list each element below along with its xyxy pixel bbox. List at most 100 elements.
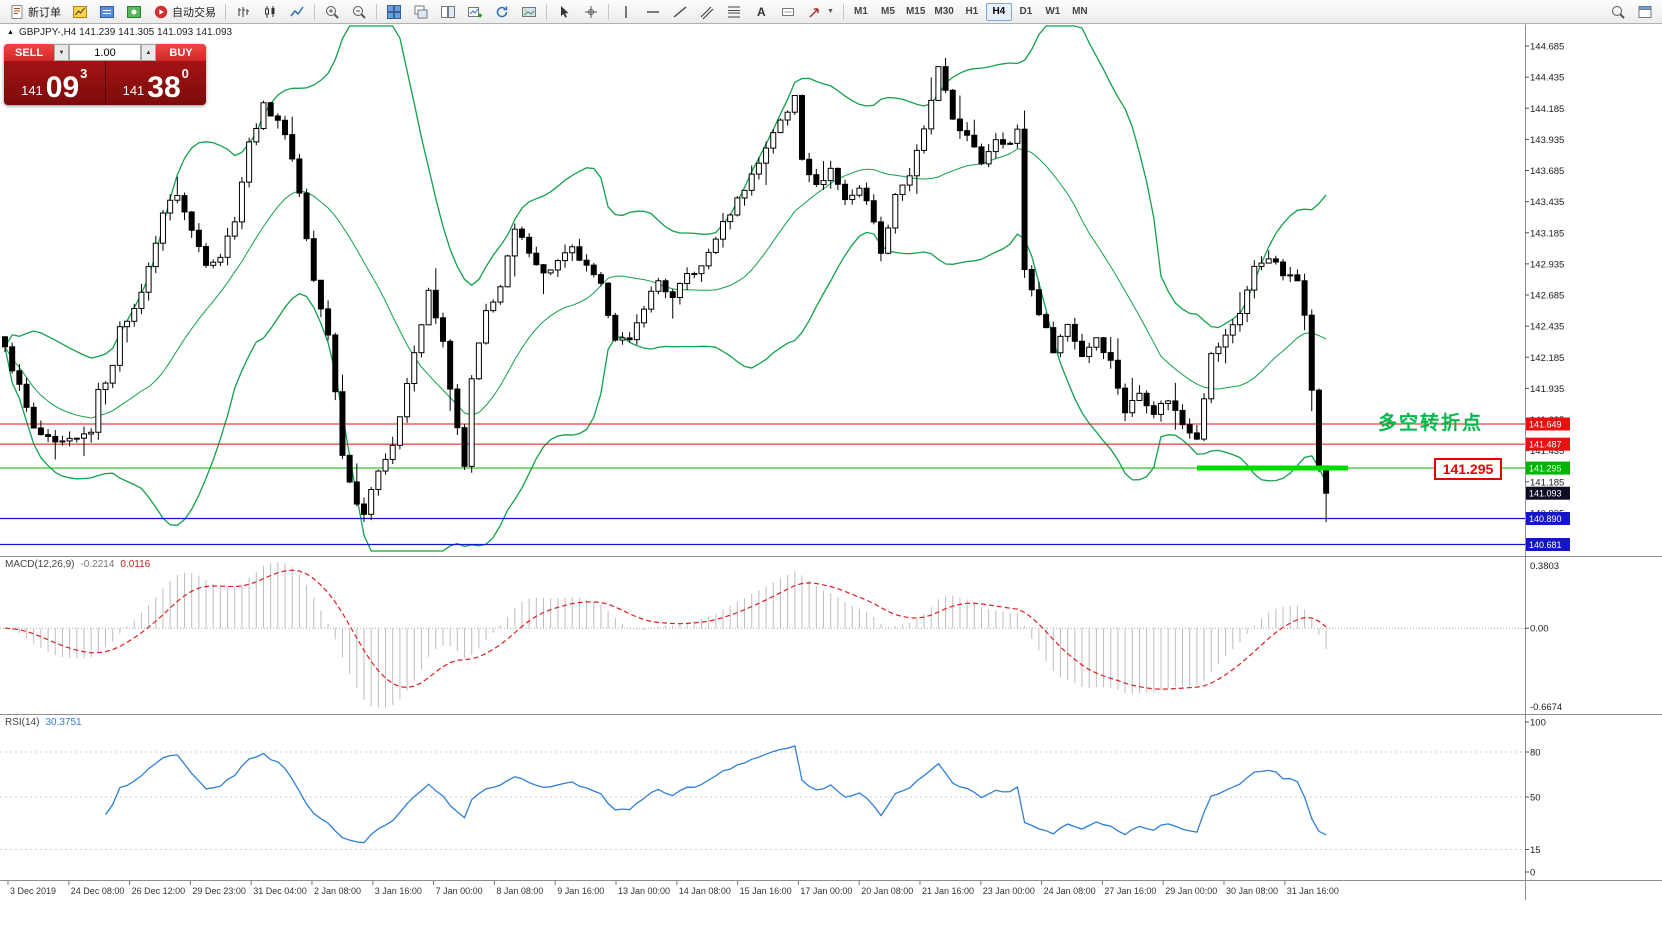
triangle-down-icon: ▼ xyxy=(58,49,65,56)
cascade-windows-button[interactable] xyxy=(408,1,434,22)
cursor-button[interactable] xyxy=(551,1,577,22)
timeframe-m30[interactable]: M30 xyxy=(930,3,957,21)
profiles-button[interactable] xyxy=(94,1,120,22)
symbol-header: ▲ GBPJPY-,H4 141.239 141.305 141.093 141… xyxy=(7,27,232,38)
zoom-out-button[interactable] xyxy=(346,1,372,22)
timeframe-w1[interactable]: W1 xyxy=(1040,3,1066,21)
sell-button[interactable]: SELL xyxy=(4,44,54,61)
autotrading-button[interactable]: 自动交易 xyxy=(148,1,221,22)
time-label: 27 Jan 16:00 xyxy=(1104,886,1156,896)
price-tick: 141.935 xyxy=(1530,384,1564,395)
search-button[interactable] xyxy=(1605,1,1631,22)
autotrading-label: 自动交易 xyxy=(172,6,216,19)
text-tool-button[interactable]: A xyxy=(748,1,774,22)
sell-price[interactable]: 141 09 3 xyxy=(4,61,105,105)
time-label: 24 Dec 08:00 xyxy=(71,886,125,896)
axis-price-box-label: 140.681 xyxy=(1529,540,1562,550)
price-tick: 144.185 xyxy=(1530,104,1564,115)
volume-up-button[interactable]: ▲ xyxy=(141,44,156,61)
timeframe-d1[interactable]: D1 xyxy=(1013,3,1039,21)
crosshair-button[interactable] xyxy=(578,1,604,22)
time-label: 3 Jan 16:00 xyxy=(375,886,422,896)
zoom-out-icon xyxy=(353,5,366,19)
timeframe-h4[interactable]: H4 xyxy=(985,2,1012,21)
snapshot-button[interactable] xyxy=(516,1,542,22)
candlestick-button[interactable] xyxy=(257,1,283,22)
buy-price-main: 38 xyxy=(147,71,181,105)
volume-down-button[interactable]: ▼ xyxy=(54,44,69,61)
buy-button[interactable]: BUY xyxy=(156,44,206,61)
new-order-button[interactable]: 新订单 xyxy=(4,1,66,22)
chart-window-icon xyxy=(73,5,87,18)
axis-price-box-label: 141.487 xyxy=(1529,440,1562,450)
new-chart-button[interactable] xyxy=(67,1,93,22)
trendline-button[interactable] xyxy=(667,1,693,22)
horizontal-line-button[interactable] xyxy=(640,1,666,22)
volume-input[interactable] xyxy=(69,44,141,61)
rsi-axis-tick: 80 xyxy=(1530,748,1541,759)
fibonacci-button[interactable] xyxy=(721,1,747,22)
text-tool-icon: A xyxy=(757,5,766,19)
macd-signal-line xyxy=(4,569,1327,690)
window-layout-button[interactable] xyxy=(1632,1,1658,22)
price-tick: 143.685 xyxy=(1530,166,1564,177)
axis-price-box-label: 141.295 xyxy=(1529,464,1562,474)
bar-chart-button[interactable] xyxy=(230,1,256,22)
time-label: 30 Jan 08:00 xyxy=(1226,886,1278,896)
zoom-in-button[interactable] xyxy=(319,1,345,22)
toolbar: 新订单 自动交易 xyxy=(0,0,1662,24)
tile-windows-button[interactable] xyxy=(381,1,407,22)
collapse-arrow-icon[interactable]: ▲ xyxy=(7,29,14,36)
timeframe-m5[interactable]: M5 xyxy=(875,3,901,21)
axis-price-box-label: 141.093 xyxy=(1529,489,1562,499)
time-label: 26 Dec 12:00 xyxy=(132,886,186,896)
price-tick: 144.435 xyxy=(1530,73,1564,84)
vertical-line-button[interactable] xyxy=(613,1,639,22)
channel-button[interactable] xyxy=(694,1,720,22)
timeframe-mn[interactable]: MN xyxy=(1067,3,1093,21)
macd-axis-max: 0.3803 xyxy=(1530,561,1559,572)
arrange-windows-button[interactable] xyxy=(435,1,461,22)
channel-icon xyxy=(700,6,714,19)
price-level-lines[interactable] xyxy=(0,423,1525,546)
rsi-value: 30.3751 xyxy=(45,717,82,728)
macd-panel xyxy=(0,562,1529,708)
timeframe-m15[interactable]: M15 xyxy=(902,3,929,21)
add-indicator-button[interactable] xyxy=(462,1,488,22)
buy-price[interactable]: 141 38 0 xyxy=(105,61,206,105)
line-chart-icon xyxy=(290,6,304,16)
rsi-axis-tick: 100 xyxy=(1530,718,1546,729)
refresh-button[interactable] xyxy=(489,1,515,22)
macd-title: MACD(12,26,9) xyxy=(5,559,75,570)
search-icon xyxy=(1612,5,1625,19)
arrow-tool-button[interactable]: ▼ xyxy=(802,1,839,22)
axis-price-box xyxy=(1526,437,1570,451)
price-tick: 141.185 xyxy=(1530,477,1564,488)
price-tick: 141.435 xyxy=(1530,446,1564,457)
fibonacci-icon xyxy=(728,6,740,17)
time-label: 3 Dec 2019 xyxy=(10,886,56,896)
time-label: 17 Jan 00:00 xyxy=(800,886,852,896)
price-tick: 143.435 xyxy=(1530,197,1564,208)
axis-price-box-label: 141.649 xyxy=(1529,419,1562,429)
separator xyxy=(225,3,226,20)
label-tool-button[interactable] xyxy=(775,1,801,22)
line-chart-button[interactable] xyxy=(284,1,310,22)
timeframe-h1[interactable]: H1 xyxy=(959,3,985,21)
add-indicator-icon xyxy=(468,6,482,17)
symbol-ohlc-text: GBPJPY-,H4 141.239 141.305 141.093 141.0… xyxy=(18,27,233,38)
trade-prices-row: 141 09 3 141 38 0 xyxy=(4,61,206,105)
market-watch-button[interactable] xyxy=(121,1,147,22)
axis-price-box-label: 140.890 xyxy=(1529,514,1562,524)
rsi-panel xyxy=(0,721,1529,873)
rsi-line xyxy=(104,745,1327,844)
rsi-axis-tick: 15 xyxy=(1530,845,1541,856)
zoom-in-icon xyxy=(326,5,339,19)
time-label: 8 Jan 08:00 xyxy=(496,886,543,896)
buy-price-pip: 0 xyxy=(181,66,189,81)
timeframe-m1[interactable]: M1 xyxy=(848,3,874,21)
trade-controls-row: SELL ▼ ▲ BUY xyxy=(4,44,206,61)
cascade-windows-icon xyxy=(414,5,428,18)
price-callout[interactable]: 141.295 xyxy=(1434,458,1502,480)
